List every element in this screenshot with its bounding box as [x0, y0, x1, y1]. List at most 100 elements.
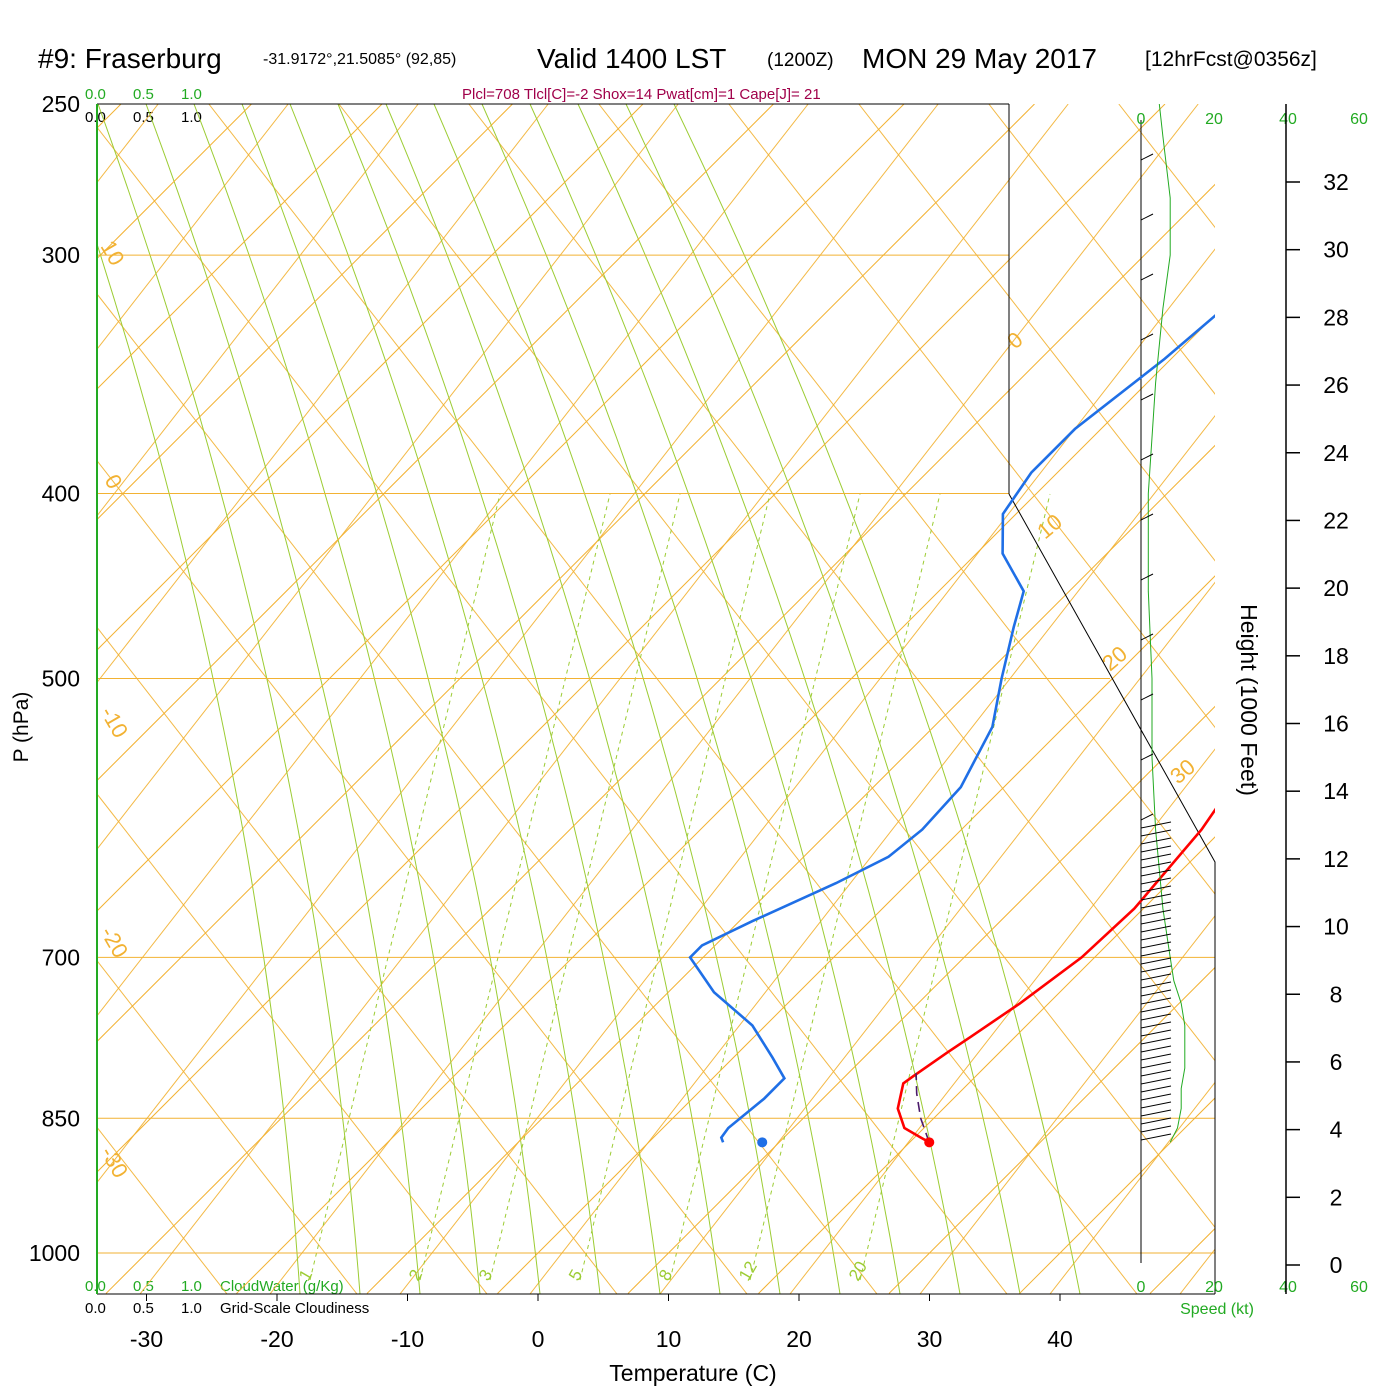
isotherm-line — [1019, 1097, 1215, 1294]
valid-zulu: (1200Z) — [767, 50, 834, 71]
wind-barb — [1140, 513, 1154, 521]
wind-barb — [1140, 981, 1172, 989]
moist-adiabat-line — [97, 242, 301, 1294]
isotherm-label: 20 — [1097, 641, 1132, 676]
isotherm-line — [97, 104, 774, 782]
dry-adiabat-line — [97, 104, 679, 850]
isobar-layer — [97, 254, 1215, 1254]
height-tick-label: 12 — [1323, 846, 1349, 872]
wind-barb — [1140, 821, 1172, 829]
wind-barb — [1140, 1117, 1172, 1125]
height-tick-label: 32 — [1323, 169, 1349, 195]
moist-adiabat-line — [97, 104, 361, 1294]
height-tick-label: 16 — [1323, 711, 1349, 737]
wind-speed-line — [1147, 103, 1186, 1143]
isotherm-line — [105, 183, 1215, 1294]
isotherm-line — [97, 104, 644, 651]
moist-adiabat-guide — [97, 293, 878, 1294]
isotherm-line — [1149, 1227, 1215, 1294]
temperature-tick-label: -10 — [391, 1326, 424, 1352]
wind-barb — [1140, 853, 1172, 861]
surface-dewpoint-dot — [757, 1137, 768, 1148]
isotherm-line — [236, 314, 1215, 1294]
wind-barb — [1140, 925, 1172, 933]
wind-barb — [1140, 1085, 1172, 1093]
moist-adiabat-guide — [1249, 104, 1400, 1294]
surface-temperature-dot — [924, 1137, 935, 1148]
wind-barb — [1140, 333, 1154, 341]
isotherm-line — [758, 836, 1215, 1294]
wind-barb — [1140, 1061, 1172, 1069]
pressure-tick-label: 700 — [42, 944, 80, 970]
dry-adiabat-line — [97, 104, 549, 684]
cloudwater-tick: 1.0 — [181, 1278, 202, 1295]
isotherm-label: 10 — [1032, 509, 1067, 544]
moist-adiabat-guide — [338, 104, 1215, 1229]
wind-barb — [1140, 973, 1172, 981]
moist-adiabat-line — [577, 104, 961, 1294]
isotherm-label: -30 — [96, 1142, 134, 1182]
height-tick-label: 6 — [1330, 1049, 1343, 1075]
wind-barb — [1140, 893, 1172, 901]
cloudwater-tick: 0.0 — [85, 1278, 106, 1295]
stability-indices: Plcl=708 Tlcl[C]=-2 Shox=14 Pwat[cm]=1 C… — [462, 86, 821, 103]
wind-barb — [1140, 393, 1154, 401]
dry-adiabat-line — [1049, 1081, 1215, 1294]
wind-barb — [1140, 1069, 1172, 1077]
isotherm-line — [366, 444, 1215, 1294]
moist-adiabat-line — [337, 104, 661, 1294]
moist-adiabat-line — [289, 104, 601, 1294]
temperature-line — [896, 807, 1215, 1144]
moist-adiabat-guide — [598, 104, 1215, 895]
wind-barb — [1140, 917, 1172, 925]
moist-adiabat-line — [241, 104, 541, 1294]
isotherm-label: -20 — [96, 922, 134, 962]
valid-time: Valid 1400 LST — [537, 43, 726, 74]
wind-barb — [1140, 753, 1154, 761]
station-coords: -31.9172°,21.5085° (92,85) — [263, 51, 456, 68]
wind-barb — [1140, 1021, 1172, 1029]
wind-barb — [1140, 1101, 1172, 1109]
cloud-scale-top: 0.0 0.5 1.0 0.0 0.5 1.0 — [85, 86, 202, 126]
plot-frame — [97, 103, 1216, 1295]
wind-barb — [1140, 573, 1154, 581]
cloudiness-label: Grid-Scale Cloudiness — [220, 1300, 369, 1317]
moist-adiabat-guide — [97, 626, 618, 1294]
dry-adiabat-line — [97, 104, 289, 350]
moist-adiabat-guide — [858, 104, 1215, 562]
temperature-tick-label: -20 — [260, 1326, 293, 1352]
wind-barb — [1140, 997, 1172, 1005]
moist-adiabat-guide — [208, 104, 1138, 1294]
mixing-ratio-line — [489, 493, 681, 1281]
wind-barb — [1140, 1125, 1172, 1133]
sounding-profile-layer — [688, 314, 1215, 1148]
moist-adiabat-guide — [1379, 104, 1400, 1294]
wind-barb — [1140, 949, 1172, 957]
dry-adiabat-line — [1179, 1248, 1215, 1294]
cloudiness-tick: 0.5 — [133, 1300, 154, 1317]
parcel-line — [915, 1073, 930, 1143]
dry-adiabat-line — [789, 748, 1215, 1294]
mixing-ratio-label: 20 — [845, 1258, 871, 1284]
mixing-ratio-line — [669, 493, 861, 1281]
dry-adiabat-line — [529, 414, 1215, 1294]
height-tick-label: 14 — [1323, 778, 1349, 804]
isotherm-line — [97, 104, 1166, 1173]
speed-tick: 60 — [1350, 1279, 1368, 1296]
cloudiness-tick: 1.0 — [181, 109, 202, 126]
wind-barb — [1140, 1029, 1172, 1037]
moist-adiabat-line — [481, 104, 841, 1294]
cloud-scale-bottom: 0.0 0.5 1.0 CloudWater (g/Kg) 0.0 0.5 1.… — [85, 1278, 369, 1317]
wind-barb — [1140, 829, 1172, 837]
adiabat-layer — [97, 104, 1400, 1294]
speed-axis-label: Speed (kt) — [1180, 1301, 1254, 1318]
dry-adiabat-line — [399, 248, 1215, 1294]
height-tick-label: 4 — [1330, 1117, 1343, 1143]
dry-adiabat-line — [97, 104, 809, 1017]
forecast-label: [12hrFcst@0356z] — [1145, 48, 1317, 71]
dry-adiabat-line — [1310, 104, 1400, 1294]
temperature-tick-label: 0 — [532, 1326, 545, 1352]
height-tick-label: 0 — [1330, 1252, 1343, 1278]
wind-barb — [1140, 901, 1172, 909]
height-tick-label: 18 — [1323, 643, 1349, 669]
